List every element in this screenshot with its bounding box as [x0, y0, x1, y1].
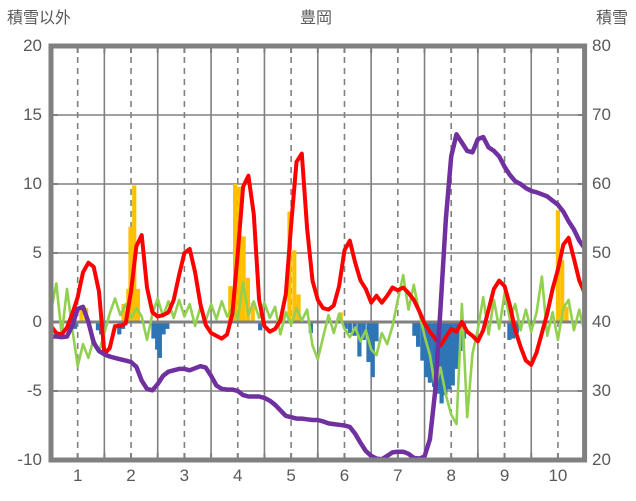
right-axis-tick-label: 30	[592, 381, 611, 400]
orange-bar	[228, 286, 233, 322]
left-axis-tick-label: 15	[23, 105, 42, 124]
orange-bar	[232, 184, 238, 322]
blue-bar	[72, 322, 78, 329]
x-axis-tick-label: 3	[179, 466, 190, 485]
orange-bar	[250, 302, 255, 322]
blue-bar	[432, 322, 437, 387]
blue-bar	[507, 322, 512, 340]
blue-bar	[157, 322, 162, 358]
x-axis-tick-label: 10	[548, 466, 568, 485]
green-line	[51, 273, 585, 426]
blue-bar	[361, 322, 366, 340]
left-axis-tick-label: 0	[32, 312, 42, 331]
blue-bar	[347, 322, 352, 334]
blue-bar	[343, 322, 348, 329]
blue-bar	[258, 322, 263, 331]
right-axis-tick-label: 60	[592, 174, 611, 193]
blue-bar	[416, 322, 421, 347]
orange-bar	[128, 226, 133, 322]
orange-bar	[241, 236, 246, 322]
left-axis-tick-label: 20	[23, 36, 42, 55]
orange-bar	[245, 277, 250, 322]
red-line	[51, 151, 585, 367]
right-axis-tick-label: 40	[592, 312, 611, 331]
left-axis-title: 積雪以外	[7, 10, 72, 27]
right-axis-tick-label: 70	[592, 105, 611, 124]
blue-bar	[420, 322, 425, 361]
blue-bar	[117, 322, 122, 335]
chart-title: 豊岡	[299, 10, 333, 27]
x-axis-tick-label: 2	[126, 466, 136, 485]
x-axis-tick-label: 1	[72, 466, 83, 485]
blue-bar	[95, 322, 101, 331]
blue-bar	[412, 322, 417, 336]
left-axis-tick-label: 10	[23, 174, 42, 193]
blue-bar	[510, 322, 516, 339]
x-axis-tick-label: 5	[286, 466, 296, 485]
orange-bar	[560, 259, 565, 322]
x-axis-tick-label: 6	[339, 466, 350, 485]
right-axis-title: 積雪	[595, 10, 628, 27]
right-axis-tick-label: 50	[592, 243, 611, 262]
blue-bar	[514, 322, 519, 334]
purple-line	[51, 132, 585, 460]
x-axis-tick-label: 4	[233, 466, 243, 485]
orange-bar	[121, 304, 126, 322]
orange-bar	[135, 288, 141, 322]
x-axis-tick-label: 8	[446, 466, 456, 485]
orange-bar	[564, 306, 569, 322]
blue-bar	[443, 322, 448, 396]
x-axis-tick-label: 9	[499, 466, 510, 485]
right-axis-tick-label: 20	[592, 450, 611, 469]
blue-bar	[454, 322, 459, 369]
orange-bar	[79, 306, 84, 322]
blue-bar	[155, 322, 160, 350]
blue-bar	[450, 322, 455, 386]
orange-bar	[292, 250, 297, 322]
blue-bar	[439, 322, 444, 404]
orange-bar	[296, 294, 301, 322]
plot-border	[48, 43, 588, 463]
right-axis-tick-label: 80	[592, 36, 611, 55]
blue-bar	[424, 322, 429, 378]
left-axis-tick-label: -5	[26, 381, 42, 400]
left-axis-tick-label: -10	[17, 450, 42, 469]
blue-bar	[446, 322, 452, 390]
left-axis-tick-label: 5	[32, 243, 42, 262]
blue-bar	[165, 322, 170, 329]
blue-bar	[161, 322, 166, 335]
blue-bar	[374, 322, 379, 342]
x-axis-tick-label: 7	[393, 466, 403, 485]
blue-bar	[151, 322, 156, 339]
